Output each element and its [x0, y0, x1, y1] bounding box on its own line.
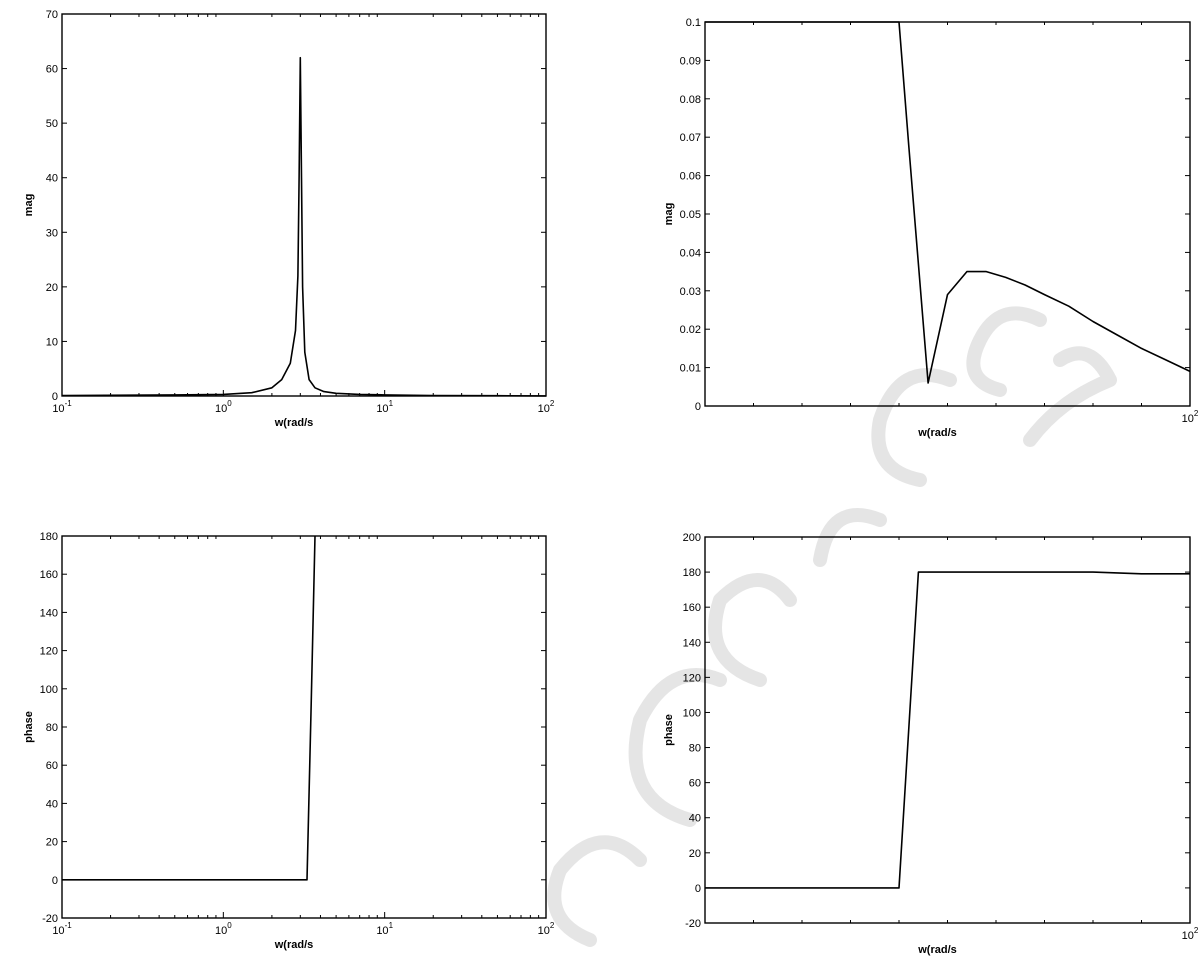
magnitude-linear-panel: 0 0.01 0.02 0.03 0.04 0.05 0.06 0.07 0.08 0.09 0.1…	[663, 17, 1198, 439]
y-tick-label: 0.07	[680, 132, 701, 144]
y-tick-label: 120	[40, 646, 58, 658]
y-tick-label: 60	[689, 778, 701, 790]
y-tick-label: 40	[46, 798, 58, 810]
x-tick-label: 10-1	[52, 921, 72, 937]
series-line	[705, 21, 1191, 384]
x-tick-label: 102	[538, 399, 555, 415]
y-tick-label: 140	[683, 637, 701, 649]
x-axis-label: w(rad/s	[274, 939, 314, 951]
y-tick-label: 0.1	[686, 17, 701, 29]
y-tick-label: 100	[683, 707, 701, 719]
x-tick-label: 100	[215, 921, 232, 937]
y-tick-label: 70	[46, 9, 58, 21]
y-tick-label: 180	[683, 567, 701, 579]
y-tick-label: -20	[42, 913, 58, 925]
y-tick-label: 180	[40, 531, 58, 543]
plot-frame	[61, 13, 547, 397]
x-tick-label: 102	[538, 921, 555, 937]
series-line	[705, 571, 1190, 889]
plot-frame	[61, 535, 547, 919]
y-tick-label: 0.05	[680, 209, 701, 221]
x-tick-label: 101	[376, 921, 393, 937]
y-tick-label: 0	[52, 875, 58, 887]
y-tick-label: 60	[46, 64, 58, 76]
y-tick-label: 0	[695, 883, 701, 895]
x-axis-label: w(rad/s	[274, 417, 314, 429]
y-tick-label: 50	[46, 118, 58, 130]
y-tick-label: 100	[40, 684, 58, 696]
y-tick-label: 0	[695, 401, 701, 413]
y-tick-label: 0.08	[680, 94, 701, 106]
y-tick-label: 200	[683, 532, 701, 544]
y-tick-label: 160	[40, 569, 58, 581]
y-tick-label: 0.06	[680, 171, 701, 183]
x-tick-label: 10-1	[52, 399, 72, 415]
x-axis-label: w(rad/s	[917, 944, 957, 956]
y-tick-label: 40	[46, 173, 58, 185]
phase-linear-panel: -20 0 20 40 60 80 100 120 140 160 180 200 102 w(rad/s…	[663, 532, 1198, 956]
y-axis-label: mag	[663, 203, 675, 226]
y-tick-label: 0	[52, 391, 58, 403]
y-tick-label: 60	[46, 760, 58, 772]
y-tick-label: 0.02	[680, 324, 701, 336]
x-tick-label: 101	[376, 399, 393, 415]
y-axis-label: mag	[23, 194, 35, 217]
watermark	[547, 306, 1117, 947]
x-tick-label: 102	[1182, 409, 1198, 425]
magnitude-log-panel: 0 10 20 30 40 50 60 70 10-1 100 101 102 w(rad/s mag	[23, 9, 555, 429]
y-tick-label: 10	[46, 336, 58, 348]
x-axis-label: w(rad/s	[917, 427, 957, 439]
y-tick-label: 140	[40, 607, 58, 619]
y-tick-label: 80	[689, 743, 701, 755]
y-tick-label: -20	[685, 918, 701, 930]
y-axis-label: phase	[23, 711, 35, 743]
y-tick-label: 40	[689, 813, 701, 825]
y-tick-label: 80	[46, 722, 58, 734]
phase-log-panel: -20 0 20 40 60 80 100 120 140 160 180 10-1 100 101 102…	[23, 531, 555, 951]
y-tick-label: 0.01	[680, 363, 701, 375]
y-axis-label: phase	[663, 714, 675, 746]
y-tick-label: 0.03	[680, 286, 701, 298]
y-tick-label: 0.04	[680, 247, 701, 259]
series-line	[61, 56, 547, 397]
y-tick-label: 20	[46, 282, 58, 294]
y-tick-label: 30	[46, 227, 58, 239]
x-tick-label: 102	[1182, 926, 1198, 942]
y-tick-label: 0.09	[680, 55, 701, 67]
y-tick-label: 20	[46, 837, 58, 849]
series-line	[62, 535, 316, 881]
plot-frame	[704, 21, 1191, 407]
y-tick-label: 160	[683, 602, 701, 614]
y-tick-label: 120	[683, 672, 701, 684]
x-tick-label: 100	[215, 399, 232, 415]
y-tick-label: 20	[689, 848, 701, 860]
